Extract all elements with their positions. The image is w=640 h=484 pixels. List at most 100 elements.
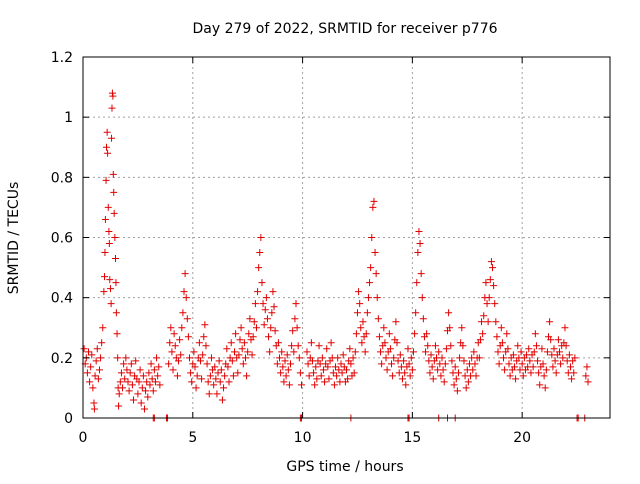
data-point — [271, 327, 279, 335]
data-point — [148, 375, 156, 383]
y-tick-label: 1.2 — [51, 50, 73, 66]
data-point — [404, 345, 412, 353]
data-point — [221, 372, 229, 380]
data-point — [269, 288, 277, 296]
data-point — [364, 294, 372, 302]
data-point — [317, 372, 325, 380]
data-point — [119, 384, 127, 392]
data-point — [458, 324, 466, 332]
data-point — [218, 396, 226, 404]
data-point — [136, 366, 144, 374]
data-point — [100, 288, 108, 296]
data-point — [112, 279, 120, 287]
data-point — [296, 369, 304, 377]
data-point — [259, 300, 267, 308]
data-point — [274, 339, 282, 347]
data-point — [495, 360, 503, 368]
data-point — [500, 354, 508, 362]
data-point — [315, 342, 323, 350]
data-point — [415, 227, 423, 235]
data-point — [476, 336, 484, 344]
data-point — [246, 315, 254, 323]
data-point — [140, 405, 148, 413]
data-point — [378, 360, 386, 368]
data-point — [87, 363, 95, 371]
data-point — [554, 336, 562, 344]
chart-title: Day 279 of 2022, SRMTID for receiver p77… — [192, 21, 497, 37]
x-tick-label: 5 — [188, 430, 197, 446]
data-point — [330, 381, 338, 389]
data-point — [526, 357, 534, 365]
data-point — [217, 366, 225, 374]
data-point — [248, 351, 256, 359]
data-point — [284, 366, 292, 374]
data-point — [373, 294, 381, 302]
data-point — [332, 363, 340, 371]
data-point — [335, 366, 343, 374]
data-point — [525, 345, 533, 353]
data-point — [228, 357, 236, 365]
data-point — [151, 378, 159, 386]
data-point — [227, 339, 235, 347]
data-point — [124, 378, 132, 386]
data-point — [503, 330, 511, 338]
data-point — [156, 381, 164, 389]
data-point — [557, 360, 565, 368]
data-point — [538, 345, 546, 353]
data-point — [153, 354, 161, 362]
data-point — [266, 348, 274, 356]
data-point — [251, 300, 259, 308]
data-point — [116, 378, 124, 386]
data-point — [406, 372, 414, 380]
data-point — [540, 372, 548, 380]
data-point — [220, 384, 228, 392]
data-point — [207, 354, 215, 362]
data-point — [175, 357, 183, 365]
data-point — [270, 303, 278, 311]
data-point — [212, 375, 220, 383]
data-point — [105, 227, 113, 235]
data-point — [101, 215, 109, 223]
data-point — [512, 375, 520, 383]
data-point — [204, 378, 212, 386]
data-point — [535, 369, 543, 377]
data-point — [273, 360, 281, 368]
data-point — [187, 369, 195, 377]
y-tick-label: 0.6 — [51, 231, 73, 247]
data-point — [214, 369, 222, 377]
data-point — [549, 363, 557, 371]
data-point — [532, 342, 540, 350]
data-point — [570, 369, 578, 377]
data-point — [166, 339, 174, 347]
data-point — [103, 128, 111, 136]
data-point — [396, 351, 404, 359]
data-point — [571, 354, 579, 362]
data-point — [313, 375, 321, 383]
data-point — [349, 354, 357, 362]
data-point — [280, 378, 288, 386]
data-point — [201, 321, 209, 329]
data-point — [409, 348, 417, 356]
data-point — [120, 360, 128, 368]
data-point — [91, 372, 99, 380]
data-point — [530, 348, 538, 356]
data-point — [202, 342, 210, 350]
data-point — [216, 378, 224, 386]
data-point — [98, 339, 106, 347]
data-point — [518, 360, 526, 368]
data-point — [583, 363, 591, 371]
data-point — [203, 360, 211, 368]
data-point — [333, 372, 341, 380]
data-point — [288, 342, 296, 350]
data-point — [92, 357, 100, 365]
data-point — [179, 309, 187, 317]
data-point — [145, 369, 153, 377]
data-point — [327, 339, 335, 347]
data-point — [531, 330, 539, 338]
data-point — [260, 321, 268, 329]
data-point — [104, 203, 112, 211]
data-point — [245, 330, 253, 338]
data-point — [171, 342, 179, 350]
data-point — [401, 369, 409, 377]
data-point — [225, 378, 233, 386]
